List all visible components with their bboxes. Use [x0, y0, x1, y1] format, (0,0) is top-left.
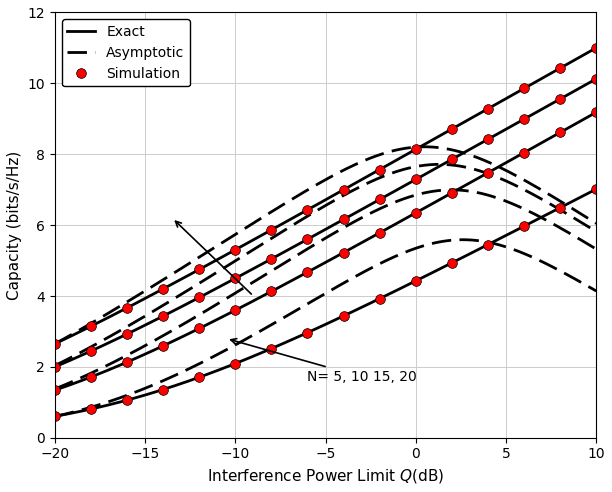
Legend: Exact, Asymptotic, Simulation: Exact, Asymptotic, Simulation: [62, 19, 190, 87]
X-axis label: Interference Power Limit $Q$(dB): Interference Power Limit $Q$(dB): [207, 467, 444, 485]
Y-axis label: Capacity (bits/s/Hz): Capacity (bits/s/Hz): [7, 151, 22, 300]
Text: N= 5, 10 15, 20: N= 5, 10 15, 20: [231, 338, 417, 384]
